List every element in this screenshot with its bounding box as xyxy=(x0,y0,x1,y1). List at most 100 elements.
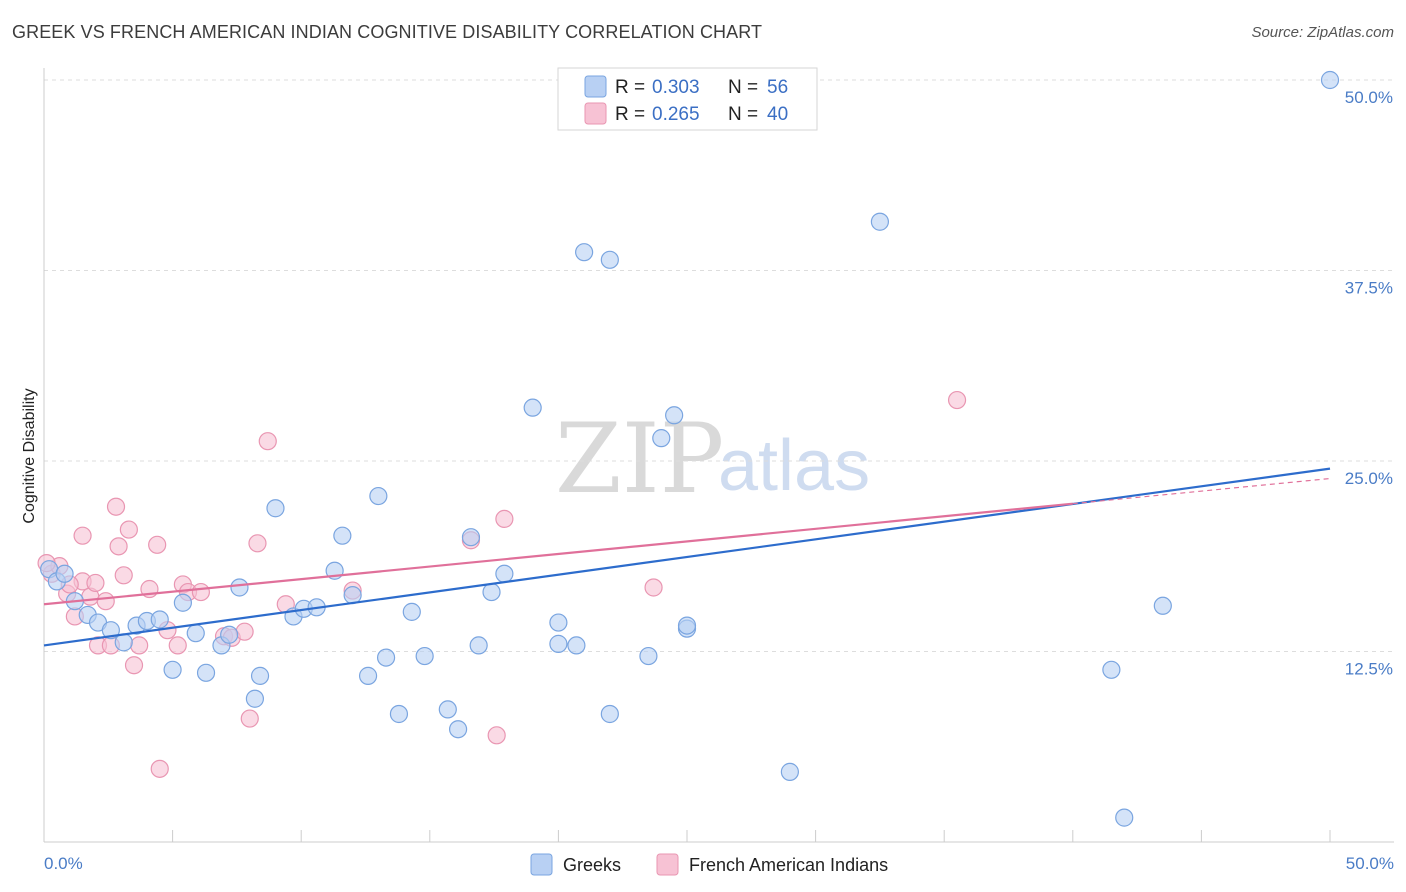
greeks-point-31 xyxy=(402,602,421,621)
greeks-point-25 xyxy=(333,526,352,545)
trend-lines xyxy=(43,467,1331,647)
greeks-point-27 xyxy=(358,666,378,685)
legend-french-n-value: 40 xyxy=(767,104,788,125)
greeks-point-18 xyxy=(245,689,265,708)
french-point-18 xyxy=(148,535,167,554)
french-point-21 xyxy=(168,636,187,655)
source-label: Source: ZipAtlas.com xyxy=(1251,24,1394,41)
greeks-point-20 xyxy=(266,499,285,518)
greeks-point-32 xyxy=(415,646,434,666)
y-axis-label: Cognitive Disability xyxy=(21,388,38,523)
y-tick-label-0: 12.5% xyxy=(1345,660,1393,679)
top-legend: R = 0.303 N = 56 R = 0.265 N = 40 xyxy=(557,67,818,131)
legend-greeks-r-value: 0.303 xyxy=(652,77,700,98)
french-point-5 xyxy=(73,526,92,545)
french-point-37 xyxy=(947,390,967,410)
legend-swatch-french xyxy=(584,102,607,125)
legend-greeks-n-value: 56 xyxy=(767,77,788,98)
bottom-legend-swatch-greeks xyxy=(530,853,553,876)
french-point-36 xyxy=(644,578,663,597)
greeks-point-45 xyxy=(600,250,619,269)
greeks-point-7 xyxy=(114,633,133,652)
greeks-point-42 xyxy=(567,636,586,655)
greeks-point-33 xyxy=(438,700,457,719)
bottom-legend-swatch-french xyxy=(656,853,679,876)
greeks-point-52 xyxy=(870,212,890,231)
french-point-9 xyxy=(96,592,115,611)
y-tick-label-2: 37.5% xyxy=(1345,279,1393,298)
french-point-28 xyxy=(240,709,259,728)
y-tick-label-1: 25.0% xyxy=(1345,469,1393,488)
greeks-point-41 xyxy=(549,634,568,653)
greeks-trend-line xyxy=(43,467,1331,647)
french-trend-extension xyxy=(1072,477,1331,505)
gridlines xyxy=(44,79,1394,652)
greeks-point-51 xyxy=(780,762,799,781)
greeks-point-36 xyxy=(469,636,488,655)
french-point-29 xyxy=(248,534,267,553)
legend-greeks-n-label: N = xyxy=(728,77,758,98)
french-point-14 xyxy=(119,520,138,539)
legend-french-r-value: 0.265 xyxy=(652,104,700,125)
french-point-27 xyxy=(235,622,254,641)
greeks-point-6 xyxy=(101,621,120,640)
greeks-point-17 xyxy=(230,578,249,597)
greeks-point-53 xyxy=(1102,660,1121,679)
watermark-atlas: atlas xyxy=(718,426,870,506)
french-point-15 xyxy=(124,656,144,675)
bottom-legend: Greeks French American Indians xyxy=(530,853,888,876)
french-point-7 xyxy=(86,573,105,593)
french-point-24 xyxy=(191,582,210,602)
greeks-point-56 xyxy=(1320,70,1340,90)
x-tick-label-max: 50.0% xyxy=(1346,854,1394,873)
greeks-point-38 xyxy=(495,564,514,583)
x-tick-marks xyxy=(43,830,1331,842)
french-point-34 xyxy=(487,726,506,745)
greeks-point-37 xyxy=(482,582,501,602)
chart-title: GREEK VS FRENCH AMERICAN INDIAN COGNITIV… xyxy=(12,22,763,42)
y-tick-labels: 12.5% 25.0% 37.5% 50.0% xyxy=(1345,88,1393,679)
y-tick-label-3: 50.0% xyxy=(1345,88,1393,107)
french-point-12 xyxy=(109,537,128,556)
greeks-point-29 xyxy=(376,648,396,667)
bottom-legend-greeks: Greeks xyxy=(563,855,621,875)
legend-swatch-greeks xyxy=(584,75,607,98)
greeks-point-43 xyxy=(575,243,594,262)
greeks-point-19 xyxy=(250,666,270,685)
greeks-point-12 xyxy=(173,593,192,612)
greeks-point-35 xyxy=(461,528,481,547)
french-point-11 xyxy=(106,497,126,516)
french-point-19 xyxy=(150,759,169,778)
greeks-points xyxy=(40,70,1340,827)
greeks-point-54 xyxy=(1115,808,1134,827)
greeks-point-14 xyxy=(196,663,216,682)
greeks-point-40 xyxy=(549,613,568,632)
greeks-point-2 xyxy=(55,564,74,583)
greeks-point-30 xyxy=(389,704,409,724)
french-point-13 xyxy=(114,566,133,585)
legend-french-n-label: N = xyxy=(728,104,758,125)
greeks-point-55 xyxy=(1153,596,1172,615)
greeks-point-13 xyxy=(186,624,205,643)
greeks-point-46 xyxy=(639,646,658,666)
legend-french-r-label: R = xyxy=(615,104,645,125)
x-tick-label-min: 0.0% xyxy=(44,854,83,873)
watermark-zip: ZIP xyxy=(555,403,724,515)
greeks-point-50 xyxy=(677,616,697,635)
legend-greeks-r-label: R = xyxy=(615,77,645,98)
french-trend-line xyxy=(43,502,1073,606)
greeks-point-39 xyxy=(523,398,542,417)
greeks-point-47 xyxy=(652,429,671,448)
greeks-point-10 xyxy=(150,610,169,629)
greeks-point-11 xyxy=(163,660,182,679)
greeks-point-28 xyxy=(369,486,388,506)
bottom-legend-french: French American Indians xyxy=(689,855,888,875)
french-point-30 xyxy=(258,432,277,451)
greeks-point-48 xyxy=(665,406,684,425)
french-point-35 xyxy=(495,509,514,529)
greeks-point-34 xyxy=(448,720,468,739)
greeks-point-44 xyxy=(600,704,619,724)
french-point-16 xyxy=(130,636,149,655)
greeks-point-16 xyxy=(220,625,239,644)
